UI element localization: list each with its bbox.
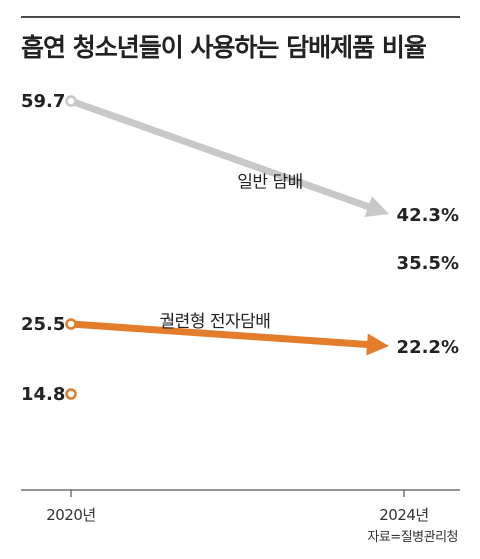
series-0-start-value-label: 59.7 [21,91,65,112]
series-2-arrowhead [366,333,389,356]
series-2-start-value-label: 25.5 [21,314,65,335]
x-tick-label-2020: 2020년 [46,506,95,524]
series-unnamed-3-start-point [65,388,77,400]
series-0-arrowhead [364,196,389,217]
series-0-end-value-label: 42.3% [397,205,459,226]
series-2-end-value-label: 22.2% [397,337,459,358]
series-0-start-point [65,95,77,107]
series-2-start-point [65,318,77,330]
series-2-name-label: 궐련형 전자담배 [160,312,271,332]
series-2-line [70,320,370,349]
series-unnamed-3-start-value-label: 14.8 [21,384,65,405]
top-rule [21,16,460,18]
x-tick-label-2024: 2024년 [379,506,428,524]
series-1-end-value-label: 35.5% [397,253,459,274]
series-0-name-label: 일반 담배 [237,173,302,193]
source-note: 자료=질병관리청 [367,530,458,545]
chart-title: 흡연 청소년들이 사용하는 담배제품 비율 [21,33,427,62]
series-0-line [69,97,372,211]
